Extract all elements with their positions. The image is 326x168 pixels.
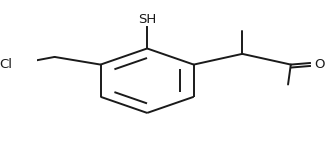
Text: Cl: Cl bbox=[0, 58, 12, 71]
Text: O: O bbox=[314, 58, 325, 71]
Text: SH: SH bbox=[138, 13, 156, 26]
